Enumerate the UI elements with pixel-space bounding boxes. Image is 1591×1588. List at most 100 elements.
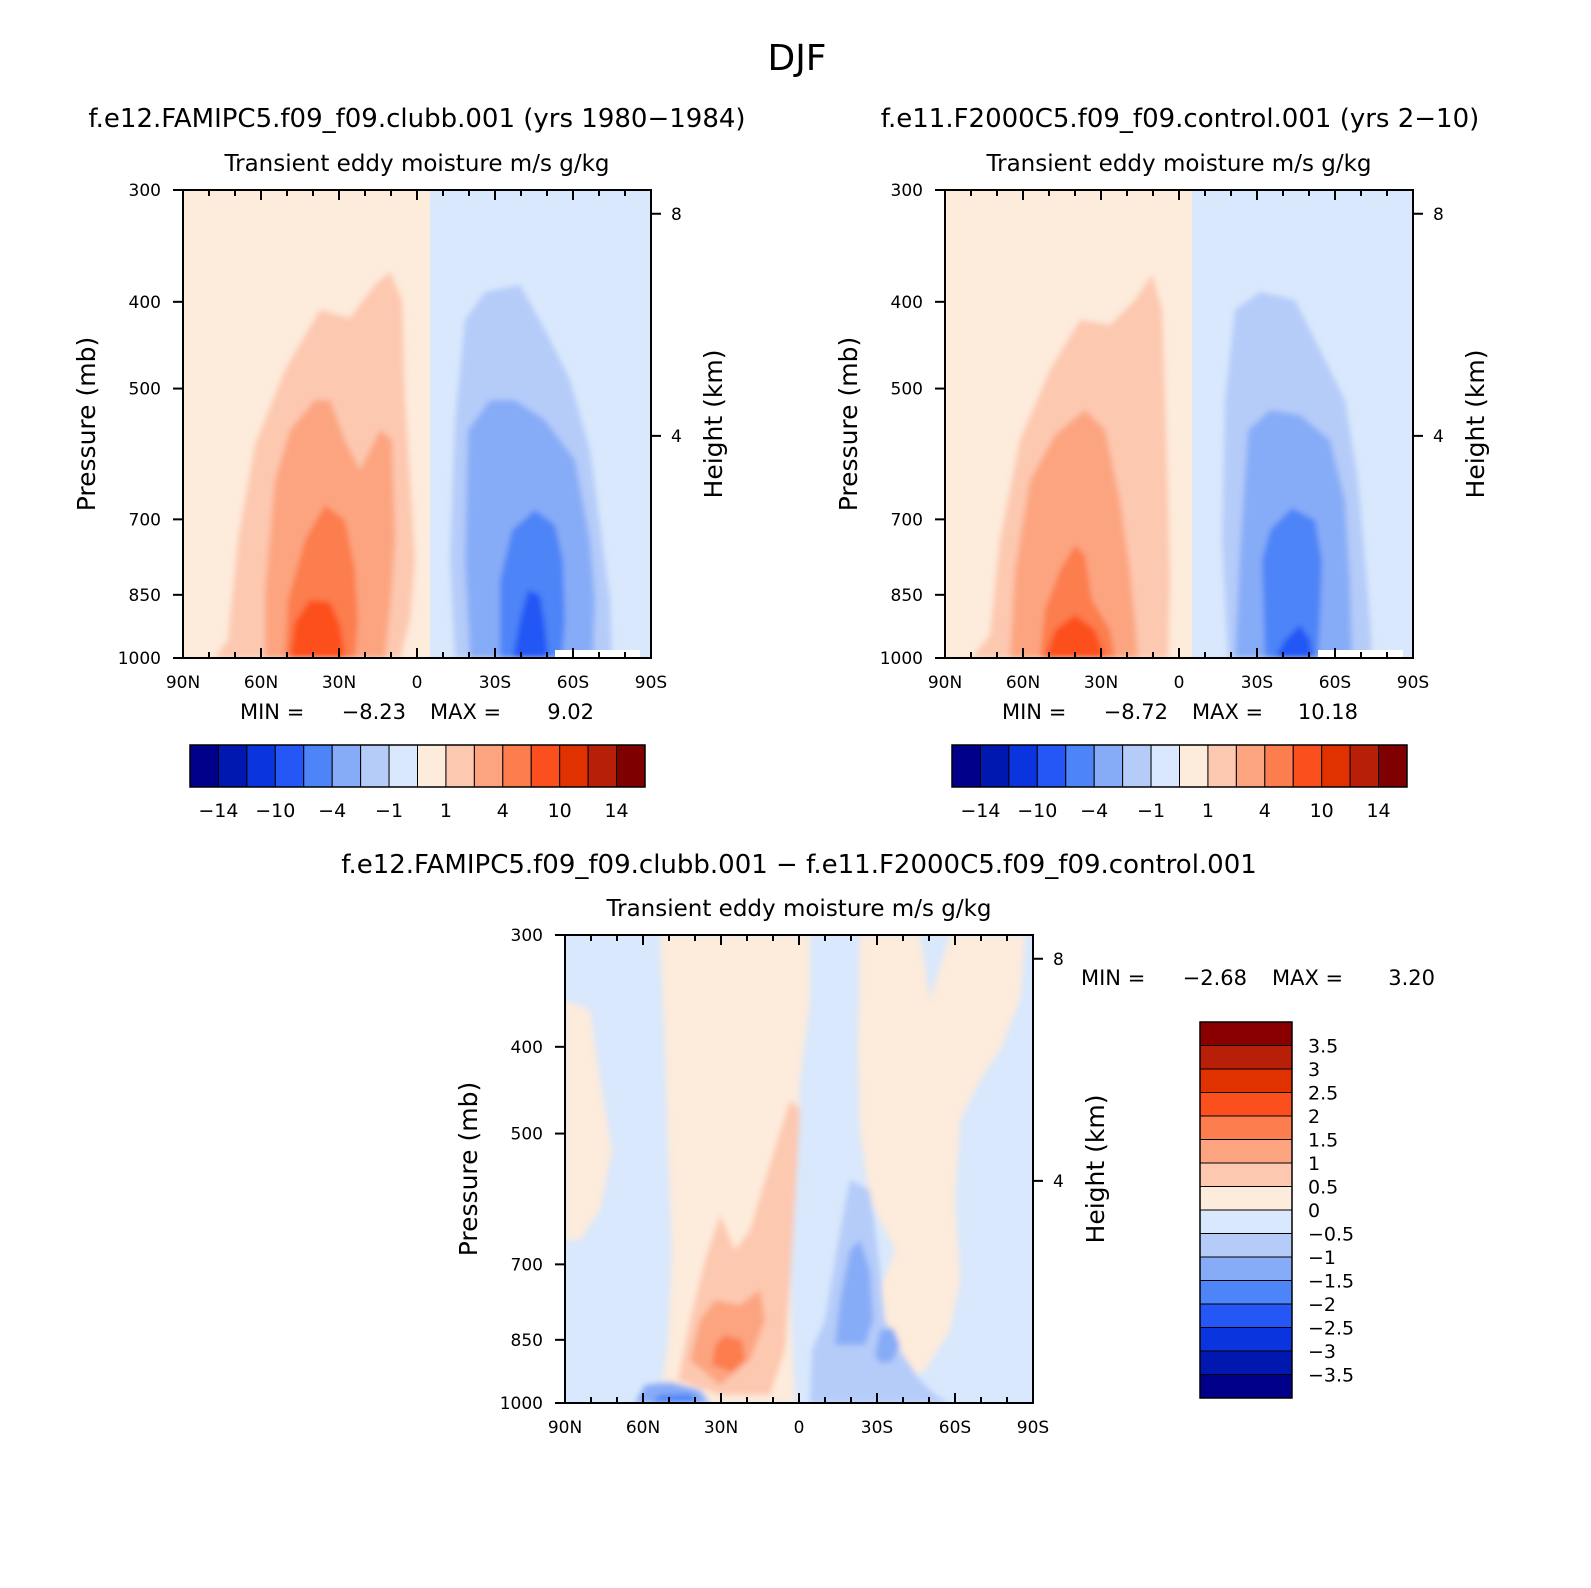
colorbar-swatch <box>979 744 1010 788</box>
panel-1-title: f.e12.FAMIPC5.f09_f09.clubb.001 (yrs 198… <box>88 104 745 134</box>
panel-2-title: f.e11.F2000C5.f09_f09.control.001 (yrs 2… <box>881 104 1480 134</box>
y2-tick-label: 8 <box>671 205 682 225</box>
contour-band-pos-small-2 <box>858 935 1025 1390</box>
x-tick-label: 60N <box>244 673 278 693</box>
panel-2-max-label: MAX = <box>1192 700 1263 724</box>
x-tick-label: 30S <box>1241 673 1273 693</box>
y2-tick-label: 8 <box>1053 950 1064 970</box>
colorbar-label: −10 <box>255 800 295 822</box>
y-tick-label: 700 <box>511 1255 543 1275</box>
colorbar-label: 3.5 <box>1308 1036 1338 1058</box>
panel-2-ylabel: Pressure (mb) <box>834 337 863 511</box>
colorbar-swatch <box>951 744 981 788</box>
colorbar-label: −1 <box>1137 800 1165 822</box>
x-tick-label: 30S <box>479 673 511 693</box>
colorbar-label: −4 <box>1080 800 1108 822</box>
panel-2-subtitle: Transient eddy moisture m/s g/kg <box>985 151 1371 177</box>
colorbar-swatch <box>1199 1068 1293 1093</box>
y-tick-label: 1000 <box>500 1394 543 1414</box>
colorbar-swatch <box>1199 1256 1293 1281</box>
colorbar-swatch <box>331 744 362 788</box>
figure-title: DJF <box>767 38 826 79</box>
colorbar-swatch <box>1199 1327 1293 1352</box>
contour-band-pos-4 <box>1045 615 1105 658</box>
colorbar-swatch <box>189 744 219 788</box>
colorbar-swatch <box>1179 744 1209 788</box>
colorbar-label: −3.5 <box>1308 1365 1354 1387</box>
panel-1-min-label: MIN = <box>240 700 304 724</box>
panel-3-contours <box>565 935 1033 1403</box>
colorbar-swatch <box>1199 1092 1293 1117</box>
panel-1-contours <box>183 190 651 658</box>
y-tick-label: 300 <box>891 181 923 201</box>
colorbar-label: 2 <box>1308 1106 1320 1128</box>
x-tick-label: 90N <box>166 673 200 693</box>
colorbar-swatch <box>616 744 646 788</box>
y-tick-label: 1000 <box>880 649 923 669</box>
colorbar-swatch <box>1321 744 1351 788</box>
y2-tick-label: 4 <box>1053 1172 1064 1192</box>
panel-3-min-value: −2.68 <box>1183 966 1247 990</box>
contour-band-neg-2 <box>835 1240 873 1345</box>
panel-2-max-value: 10.18 <box>1298 700 1358 724</box>
x-tick-label: 0 <box>1174 673 1185 693</box>
panel-3-max-label: MAX = <box>1272 966 1343 990</box>
colorbar-swatch <box>473 744 504 788</box>
colorbar-label: −1 <box>1308 1247 1336 1269</box>
contour-band-neg-3 <box>1262 508 1322 658</box>
y-tick-label: 400 <box>129 293 161 313</box>
x-tick-label: 0 <box>412 673 423 693</box>
colorbar-swatch <box>1036 744 1067 788</box>
colorbar-swatch <box>1199 1139 1293 1164</box>
colorbar-label: −10 <box>1017 800 1057 822</box>
colorbar-swatch <box>1292 744 1323 788</box>
colorbar-swatch <box>1199 1021 1293 1046</box>
panel-1-max-label: MAX = <box>430 700 501 724</box>
colorbar-swatch <box>1199 1233 1293 1258</box>
x-tick-label: 60N <box>1006 673 1040 693</box>
colorbar-label: 14 <box>604 800 628 822</box>
panel-3-subtitle: Transient eddy moisture m/s g/kg <box>605 896 991 922</box>
panel-3: f.e12.FAMIPC5.f09_f09.clubb.001 − f.e11.… <box>341 850 1435 1438</box>
colorbar-label: −4 <box>318 800 346 822</box>
x-tick-label: 90S <box>1017 1418 1049 1438</box>
colorbar-label: 4 <box>497 800 509 822</box>
colorbar-frame <box>1199 1021 1293 1399</box>
colorbar-label: −2.5 <box>1308 1318 1354 1340</box>
contour-band-neg-3 <box>875 1328 900 1363</box>
colorbar-label: −1 <box>375 800 403 822</box>
contour-band-neg-3 <box>500 510 565 658</box>
x-tick-label: 90N <box>548 1418 582 1438</box>
panel-3-min-label: MIN = <box>1081 966 1145 990</box>
colorbar-frame <box>189 744 646 788</box>
colorbar-label: −14 <box>198 800 238 822</box>
colorbar-label: 0.5 <box>1308 1177 1338 1199</box>
colorbar-swatch <box>559 744 589 788</box>
colorbar-swatch <box>274 744 305 788</box>
colorbar-label: 10 <box>548 800 572 822</box>
colorbar-swatch <box>1199 1280 1293 1305</box>
colorbar-label: −2 <box>1308 1294 1336 1316</box>
y-tick-label: 400 <box>891 293 923 313</box>
colorbar-swatch <box>1122 744 1152 788</box>
y-tick-label: 300 <box>511 926 543 946</box>
contour-band-pos-2 <box>1010 410 1138 658</box>
x-tick-label: 30N <box>1084 673 1118 693</box>
y-tick-label: 400 <box>511 1038 543 1058</box>
colorbar-swatch <box>1065 744 1095 788</box>
colorbar-swatch <box>1093 744 1124 788</box>
colorbar-swatch <box>1199 1374 1293 1399</box>
x-tick-label: 60N <box>626 1418 660 1438</box>
colorbar-swatch <box>1378 744 1408 788</box>
colorbar-swatch <box>217 744 248 788</box>
contour-band-pos-small-3 <box>565 1000 612 1240</box>
colorbar-label: −14 <box>960 800 1000 822</box>
panel-1-y2label: Height (km) <box>699 350 728 499</box>
x-tick-label: 60S <box>1319 673 1351 693</box>
colorbar-label: 1.5 <box>1308 1130 1338 1152</box>
colorbar-label: 0 <box>1308 1200 1320 1222</box>
colorbar-swatch <box>1199 1115 1293 1140</box>
y2-tick-label: 8 <box>1433 205 1444 225</box>
colorbar-swatch <box>1264 744 1294 788</box>
colorbar-swatch <box>530 744 561 788</box>
